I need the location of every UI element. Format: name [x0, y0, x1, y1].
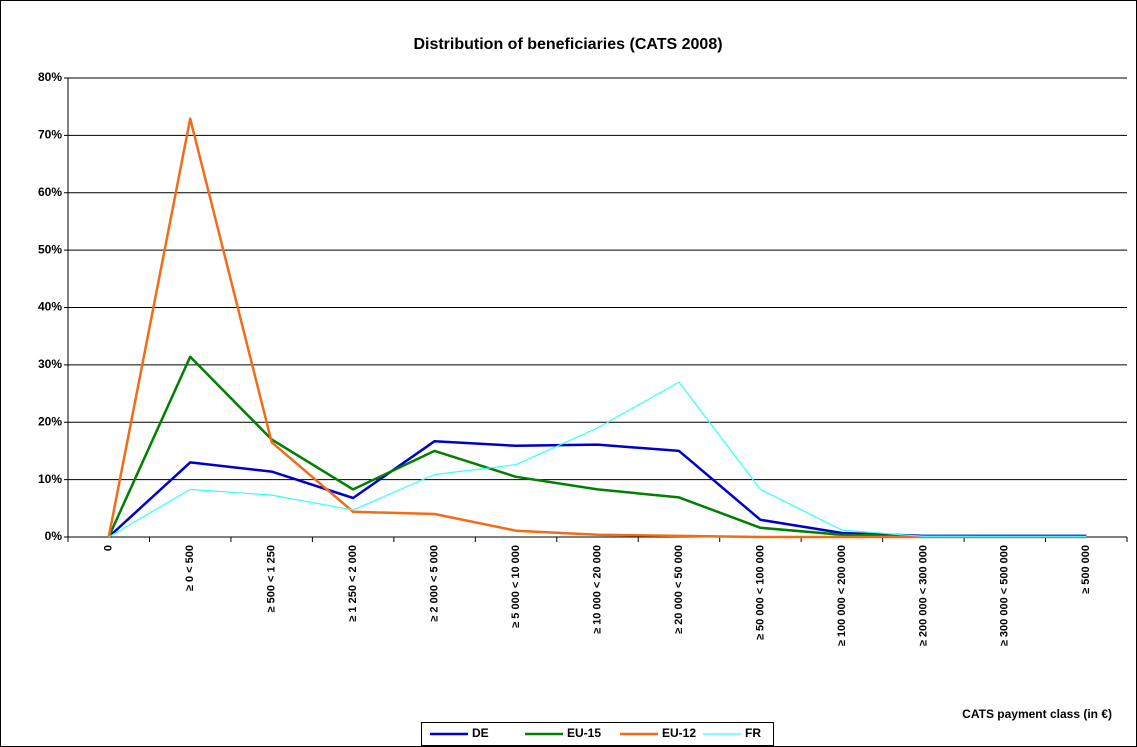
x-tick-label: ≥ 50 000 < 100 000 — [754, 545, 766, 640]
y-tick-label: 10% — [38, 472, 62, 486]
x-tick-label: ≥ 200 000 < 300 000 — [917, 545, 929, 646]
x-tick-label: ≥ 10 000 < 20 000 — [591, 545, 603, 634]
y-tick-label: 0% — [45, 529, 63, 543]
legend-box — [421, 722, 774, 746]
y-tick-label: 60% — [38, 185, 62, 199]
legend-label: EU-15 — [567, 726, 601, 740]
y-tick-label: 70% — [38, 128, 62, 142]
y-tick-label: 30% — [38, 357, 62, 371]
x-tick-label: ≥ 300 000 < 500 000 — [999, 545, 1011, 646]
y-tick-label: 50% — [38, 242, 62, 256]
y-tick-label: 40% — [38, 300, 62, 314]
x-tick-label: ≥ 20 000 < 50 000 — [673, 545, 685, 634]
x-tick-label: 0 — [103, 545, 115, 551]
x-tick-label: ≥ 100 000 < 200 000 — [836, 545, 848, 646]
x-tick-label: ≥ 2 000 < 5 000 — [428, 545, 440, 622]
legend-label: DE — [472, 726, 489, 740]
x-tick-label: ≥ 1 250 < 2 000 — [347, 545, 359, 622]
x-tick-label: ≥ 0 < 500 — [184, 545, 196, 591]
series-line — [108, 381, 1087, 538]
chart-title: Distribution of beneficiaries (CATS 2008… — [413, 36, 722, 53]
x-axis-title: CATS payment class (in €) — [962, 707, 1112, 721]
legend-label: EU-12 — [662, 726, 696, 740]
y-tick-label: 80% — [38, 70, 62, 84]
x-tick-label: ≥ 500 000 — [1080, 545, 1092, 594]
x-tick-label: ≥ 5 000 < 10 000 — [510, 545, 522, 628]
y-tick-label: 20% — [38, 414, 62, 428]
legend-label: FR — [745, 726, 761, 740]
x-tick-label: ≥ 500 < 1 250 — [266, 545, 278, 613]
